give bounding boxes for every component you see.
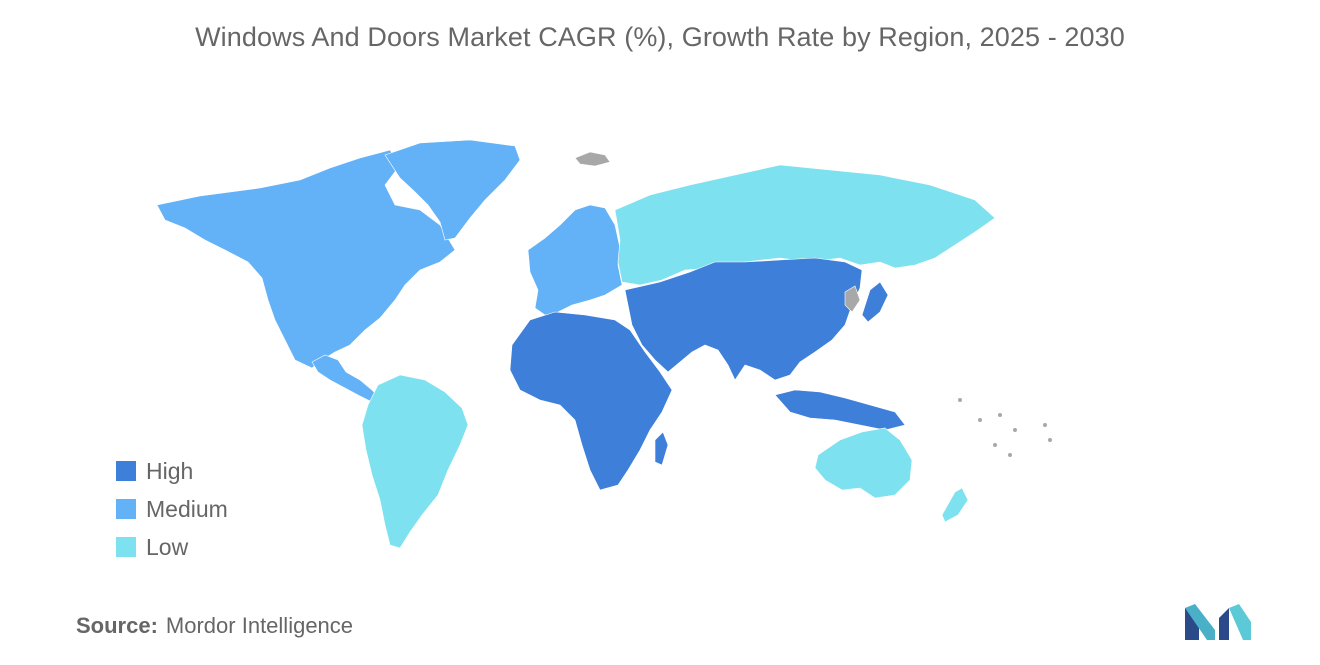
- region-south-america[interactable]: [361, 374, 469, 549]
- legend-label-low: Low: [146, 533, 189, 560]
- pacific-islands: [958, 398, 1052, 457]
- region-greenland[interactable]: [384, 139, 521, 241]
- chart-title: Windows And Doors Market CAGR (%), Growt…: [195, 22, 1125, 52]
- legend-item-medium: Medium: [116, 490, 228, 528]
- source-label: Source:: [76, 613, 158, 638]
- region-southeast-asia[interactable]: [774, 389, 906, 431]
- region-north-america[interactable]: [156, 149, 456, 369]
- region-svalbard: [574, 151, 611, 167]
- region-europe[interactable]: [527, 204, 623, 316]
- legend-item-high: High: [116, 452, 228, 490]
- region-korea: [844, 285, 861, 313]
- mordor-intelligence-logo: [1185, 604, 1251, 640]
- legend-swatch-medium: [116, 499, 136, 519]
- region-australia[interactable]: [814, 427, 913, 499]
- legend-swatch-high: [116, 461, 136, 481]
- source-note: Source: Mordor Intelligence: [76, 613, 353, 639]
- region-japan[interactable]: [861, 281, 889, 323]
- region-russia[interactable]: [614, 164, 996, 286]
- source-value: Mordor Intelligence: [165, 613, 354, 638]
- legend-label-high: High: [146, 457, 194, 484]
- region-central-america[interactable]: [311, 354, 381, 403]
- legend-swatch-low: [116, 537, 136, 557]
- region-madagascar[interactable]: [654, 431, 669, 466]
- region-new-zealand[interactable]: [941, 487, 969, 523]
- legend-label-medium: Medium: [146, 495, 228, 522]
- region-asia[interactable]: [624, 257, 863, 381]
- legend-item-low: Low: [116, 528, 228, 566]
- legend: High Medium Low: [116, 452, 228, 566]
- region-africa[interactable]: [509, 311, 673, 491]
